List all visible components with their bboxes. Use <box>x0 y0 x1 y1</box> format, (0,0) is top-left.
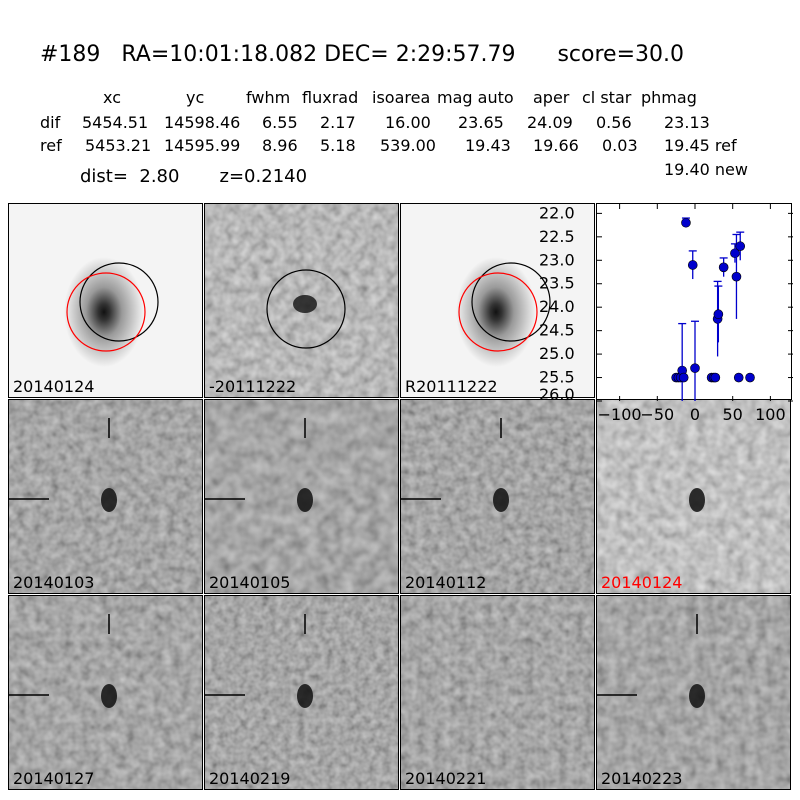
y-tick-label: 22.5 <box>539 227 575 246</box>
stamp-image <box>401 204 594 397</box>
cell-ref-phmag: 19.45 ref <box>664 136 737 155</box>
cell-ref-yc: 14595.99 <box>164 136 241 155</box>
col-phmag: phmag <box>641 88 697 107</box>
cell-ref-fwhm: 8.96 <box>262 136 298 155</box>
stamp-label: 20140124 <box>13 377 95 396</box>
col-fwhm: fwhm <box>246 88 291 107</box>
stamp-label: 20140221 <box>405 769 487 788</box>
col-fluxrad: fluxrad <box>302 88 359 107</box>
y-tick-label: 26.0 <box>539 385 575 404</box>
y-tick-label: 24.5 <box>539 321 575 340</box>
stamp-image <box>401 400 594 593</box>
light-curve-svg: 22.0 22.5 23.0 23.5 24.0 24.5 25.0 25.526.0 −100… <box>539 203 793 424</box>
stamp-image <box>9 400 202 593</box>
light-curve-chart: 22.0 22.5 23.0 23.5 24.0 24.5 25.0 25.5 26.0 −100… <box>539 203 793 424</box>
dist-z-line: dist= 2.80 z=0.2140 <box>80 168 307 186</box>
x-tick-label: −100 <box>598 405 642 424</box>
stamp-label: 20140219 <box>209 769 291 788</box>
cell-ref-mag-auto: 19.43 <box>465 136 511 155</box>
stamp-panel: 20140124 <box>596 399 791 594</box>
stamp-panel: 20140112 <box>400 399 595 594</box>
y-tick-label: 24.0 <box>539 297 575 316</box>
cell-dif-cl-star: 0.56 <box>596 113 632 132</box>
stamp-panel: 20140223 <box>596 595 791 790</box>
cell-ref-isoarea: 539.00 <box>380 136 436 155</box>
dist-value: dist= 2.80 <box>80 166 180 187</box>
y-tick-label: 25.5 <box>539 368 575 387</box>
data-point <box>745 372 755 383</box>
stamp-label: 20140112 <box>405 573 487 592</box>
cell-dif-aper: 24.09 <box>527 113 573 132</box>
stamp-label: 20140124 <box>601 573 683 592</box>
data-point <box>710 372 721 383</box>
cell-dif-yc: 14598.46 <box>164 113 241 132</box>
stamp-panel: 20140219 <box>204 595 399 790</box>
stamp-panel: 20140221 <box>400 595 595 790</box>
stamp-image <box>205 204 398 397</box>
phmag-new: 19.40 new <box>664 160 748 179</box>
stamp-image <box>205 596 398 789</box>
y-tick-label: 23.5 <box>539 274 575 293</box>
data-point <box>690 363 700 373</box>
stamp-panel: 20140105 <box>204 399 399 594</box>
stamp-label: 20140127 <box>13 769 95 788</box>
data-point <box>681 217 691 228</box>
y-tick-label: 25.0 <box>539 344 575 363</box>
cell-dif-fwhm: 6.55 <box>262 113 298 132</box>
cell-dif-phmag: 23.13 <box>664 113 710 132</box>
col-xc: xc <box>103 88 121 107</box>
data-point <box>731 271 742 282</box>
cell-ref-cl-star: 0.03 <box>602 136 638 155</box>
stamp-image <box>597 400 790 593</box>
cell-dif-mag-auto: 23.65 <box>458 113 504 132</box>
y-tick-label: 23.0 <box>539 250 575 269</box>
z-value: z=0.2140 <box>219 166 308 187</box>
stamp-label: R20111222 <box>405 377 498 396</box>
data-point <box>735 241 746 252</box>
cell-dif-fluxrad: 2.17 <box>320 113 356 132</box>
stamp-label: 20140103 <box>13 573 95 592</box>
y-tick-label: 22.0 <box>539 203 575 222</box>
stamp-image <box>9 596 202 789</box>
cell-dif-xc: 5454.51 <box>82 113 149 132</box>
row-label-dif: dif <box>40 113 61 132</box>
x-tick-label: −50 <box>640 405 674 424</box>
stamp-label: 20140105 <box>209 573 291 592</box>
stamp-panel: 20140127 <box>8 595 203 790</box>
data-point <box>713 309 724 320</box>
row-label-ref: ref <box>40 136 62 155</box>
data-point <box>687 260 698 270</box>
col-aper: aper <box>533 88 570 107</box>
data-point <box>678 372 689 383</box>
stamp-image <box>597 596 790 789</box>
cell-dif-isoarea: 16.00 <box>385 113 431 132</box>
data-point <box>733 372 744 383</box>
col-yc: yc <box>186 88 205 107</box>
data-point <box>718 262 729 273</box>
stamp-panel: -20111222 <box>204 203 399 398</box>
col-isoarea: isoarea <box>372 88 431 107</box>
x-tick-label: 100 <box>755 405 786 424</box>
stamp-image <box>9 204 202 397</box>
x-tick-label: 0 <box>690 405 700 424</box>
data-point <box>730 248 740 259</box>
stamp-label: -20111222 <box>209 377 297 396</box>
stamp-image <box>205 400 398 593</box>
col-cl-star: cl star <box>582 88 632 107</box>
cell-ref-fluxrad: 5.18 <box>320 136 356 155</box>
cell-ref-xc: 5453.21 <box>85 136 152 155</box>
candidate-title: #189 RA=10:01:18.082 DEC= 2:29:57.79 sco… <box>40 42 684 67</box>
col-mag-auto: mag auto <box>437 88 514 107</box>
stamp-image <box>401 596 594 789</box>
x-tick-label: 50 <box>723 405 743 424</box>
cell-ref-aper: 19.66 <box>533 136 579 155</box>
stamp-panel: R20111222 <box>400 203 595 398</box>
stamp-panel: 20140103 <box>8 399 203 594</box>
stamp-panel: 20140124 <box>8 203 203 398</box>
stamp-label: 20140223 <box>601 769 683 788</box>
